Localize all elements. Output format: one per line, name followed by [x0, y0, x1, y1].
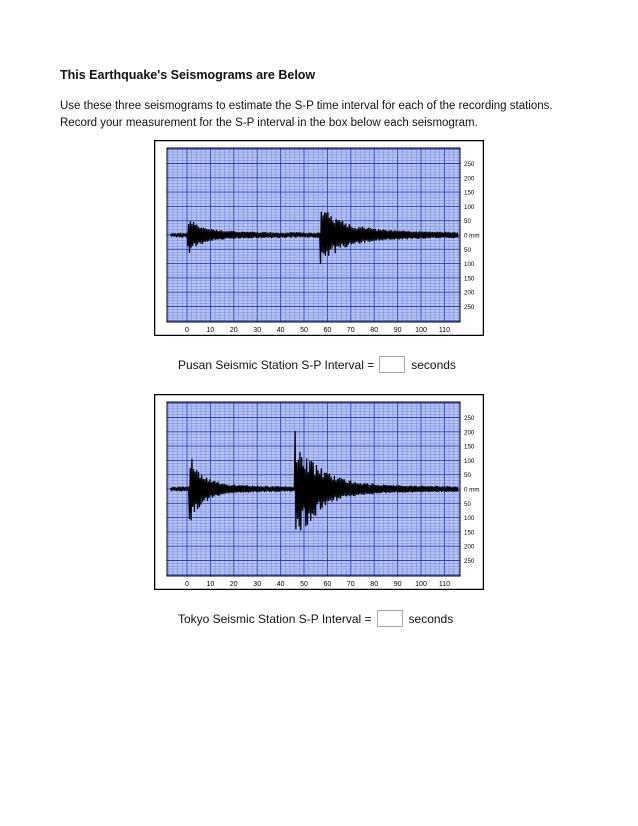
y-tick-label: 200 [464, 429, 475, 436]
x-tick-label: 70 [347, 581, 355, 588]
y-tick-label: 150 [464, 275, 475, 282]
x-tick-label: 90 [394, 581, 402, 588]
y-tick-label: 150 [464, 190, 475, 197]
y-tick-label: 250 [464, 161, 475, 168]
x-tick-label: 70 [347, 327, 355, 334]
x-tick-label: 60 [324, 327, 332, 334]
tokyo-interval-answer-box[interactable] [376, 610, 403, 627]
x-tick-label: 40 [277, 581, 285, 588]
pusan-interval-answer-box[interactable] [379, 356, 406, 373]
seismic-trace [169, 430, 459, 531]
y-tick-label: 100 [464, 261, 475, 268]
y-tick-label: 100 [464, 458, 475, 465]
instruction-line-1: Use these three seismograms to estimate … [60, 100, 553, 112]
y-tick-label: 0 mm [464, 487, 479, 494]
y-tick-label: 250 [464, 415, 475, 422]
y-tick-label: 200 [464, 175, 475, 182]
y-tick-label: 250 [464, 304, 475, 311]
x-tick-label: 60 [324, 581, 332, 588]
x-tick-label: 30 [253, 327, 261, 334]
y-tick-label: 100 [464, 204, 475, 211]
x-tick-label: 10 [207, 581, 215, 588]
y-tick-label: 50 [464, 247, 471, 254]
page-heading: This Earthquake's Seismograms are Below [60, 68, 316, 82]
y-tick-label: 0 mm [464, 233, 479, 240]
tokyo-interval-row: Tokyo Seismic Station S-P Interval = sec… [178, 610, 453, 627]
instructions: Use these three seismograms to estimate … [60, 98, 580, 132]
y-tick-label: 50 [464, 218, 471, 225]
x-tick-label: 80 [370, 581, 378, 588]
x-tick-label: 90 [394, 327, 402, 334]
y-tick-label: 250 [464, 558, 475, 565]
x-tick-label: 110 [439, 327, 450, 334]
y-tick-label: 150 [464, 444, 475, 451]
y-tick-label: 50 [464, 501, 471, 508]
x-tick-label: 20 [230, 327, 238, 334]
pusan-interval-label: Pusan Seismic Station S-P Interval = [178, 357, 375, 372]
x-tick-label: 20 [230, 581, 238, 588]
x-tick-label: 0 [185, 581, 189, 588]
instruction-line-2: Record your measurement for the S-P inte… [60, 117, 478, 129]
x-tick-label: 10 [207, 327, 215, 334]
y-tick-label: 200 [464, 290, 475, 297]
x-tick-label: 40 [277, 327, 285, 334]
x-tick-label: 100 [415, 327, 427, 334]
x-tick-label: 110 [439, 581, 450, 588]
pusan-interval-unit: seconds [411, 357, 456, 372]
y-tick-label: 100 [464, 515, 475, 522]
x-tick-label: 80 [370, 327, 378, 334]
pusan-seismogram: 250 200 150 100 50 0 mm 50 100 150 200 250 0 10 20 30 4… [154, 140, 484, 336]
y-tick-label: 200 [464, 544, 475, 551]
tokyo-interval-unit: seconds [408, 611, 454, 626]
pusan-interval-row: Pusan Seismic Station S-P Interval = sec… [178, 356, 456, 373]
seismic-trace [169, 211, 459, 265]
x-tick-label: 0 [185, 327, 189, 334]
x-tick-label: 30 [253, 581, 261, 588]
x-tick-label: 50 [300, 581, 308, 588]
tokyo-seismogram: 250 200 150 100 50 0 mm 50 100 150 200 250 0 10 20 30 4… [154, 394, 484, 590]
x-tick-label: 50 [300, 327, 308, 334]
y-tick-label: 50 [464, 472, 471, 479]
x-tick-label: 100 [415, 581, 427, 588]
y-tick-label: 150 [464, 529, 475, 536]
tokyo-interval-label: Tokyo Seismic Station S-P Interval = [178, 611, 372, 626]
